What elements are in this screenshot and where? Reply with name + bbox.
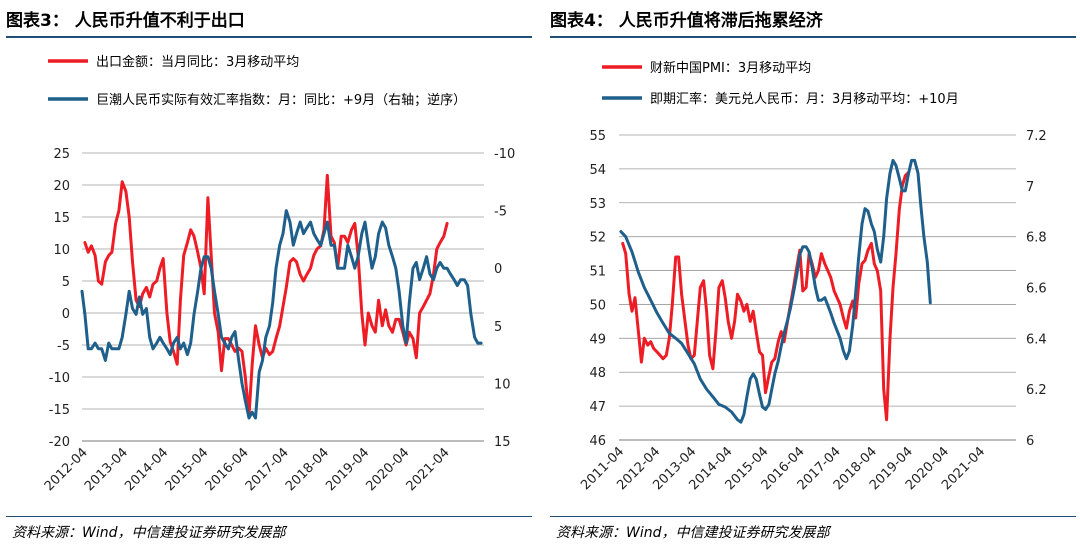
- figure-3-chart: 2520151050-5-10-15-20-10-50510152012-042…: [42, 54, 515, 494]
- legend-label: 巨潮人民币实际有效汇率指数：月：同比：+9月（右轴；逆序）: [96, 92, 466, 108]
- figure-3-bottom-rule: [6, 516, 532, 517]
- y-left-tick-label: 54: [589, 163, 606, 178]
- y-right-tick-label: 7: [1026, 180, 1034, 195]
- y-right-tick-label: 6.6: [1026, 282, 1047, 297]
- y-left-tick-label: 46: [589, 434, 606, 449]
- y-left-tick-label: -5: [57, 339, 70, 354]
- y-left-tick-label: 0: [62, 307, 70, 322]
- y-right-tick-label: 0: [494, 262, 502, 277]
- x-tick-label: 2013-04: [82, 445, 131, 494]
- y-right-tick-label: 5: [494, 320, 502, 335]
- x-tick-label: 2020-04: [363, 445, 412, 494]
- figure-3-source: 资料来源：Wind，中信建投证券研究发展部: [12, 525, 286, 541]
- legend-label: 出口金额：当月同比：3月移动平均: [96, 54, 299, 70]
- y-left-tick-label: 10: [53, 243, 70, 258]
- y-left-tick-label: -10: [49, 371, 70, 386]
- x-tick-label: 2017-04: [243, 445, 292, 494]
- y-right-tick-label: 6.2: [1026, 383, 1047, 398]
- y-left-tick-label: 25: [53, 147, 70, 162]
- y-left-tick-label: 15: [53, 211, 70, 226]
- y-left-tick-label: 53: [589, 197, 606, 212]
- y-left-tick-label: 48: [589, 366, 606, 381]
- x-tick-label: 2014-04: [122, 445, 171, 494]
- y-left-tick-label: 47: [589, 400, 606, 415]
- y-right-tick-label: 6: [1026, 434, 1034, 449]
- figure-3-title: 图表3： 人民币升值不利于出口: [6, 11, 245, 31]
- y-left-tick-label: 20: [53, 179, 70, 194]
- x-tick-label: 2015-04: [162, 445, 211, 494]
- y-left-tick-label: 5: [62, 275, 70, 290]
- x-tick-label: 2012-04: [42, 445, 91, 494]
- series-red-line: [83, 173, 449, 417]
- series-blue-line: [619, 158, 932, 424]
- series-blue-line: [80, 209, 483, 420]
- y-right-tick-label: 10: [494, 377, 511, 392]
- x-tick-label: 2019-04: [323, 445, 372, 494]
- y-left-tick-label: 51: [589, 265, 606, 280]
- y-left-tick-label: 55: [589, 129, 606, 144]
- figure-3-panel: 图表3： 人民币升值不利于出口 25 20 15 10 5 0 -5 -10 -15 -20 -10…: [0, 0, 536, 548]
- x-tick-label: 2018-04: [283, 445, 332, 494]
- figure-4-bottom-rule: [550, 516, 1076, 517]
- y-right-tick-label: 15: [494, 435, 511, 450]
- y-left-tick-label: -15: [49, 403, 70, 418]
- figure-4-panel: 图表4： 人民币升值将滞后拖累经济 55 54 53 52 51 50 49 48 47 46 7.…: [544, 0, 1080, 548]
- y-right-tick-label: 6.8: [1026, 231, 1047, 246]
- y-left-tick-label: 50: [589, 298, 606, 313]
- y-right-tick-label: 7.2: [1026, 129, 1047, 144]
- legend-label: 即期汇率：美元兑人民币：月：3月移动平均：+10月: [650, 91, 959, 107]
- x-tick-label: 2021-04: [404, 445, 453, 494]
- y-left-tick-label: 49: [589, 332, 606, 347]
- figure-4-source: 资料来源：Wind，中信建投证券研究发展部: [556, 525, 830, 541]
- legend-label: 财新中国PMI：3月移动平均: [650, 60, 811, 76]
- figure-4-title-rule: [550, 36, 1076, 38]
- y-right-tick-label: 6.4: [1026, 332, 1047, 347]
- figure-4-title: 图表4： 人民币升值将滞后拖累经济: [550, 11, 823, 31]
- y-left-tick-label: 52: [589, 231, 606, 246]
- x-tick-label: 2016-04: [203, 445, 252, 494]
- y-right-tick-label: -5: [494, 205, 507, 220]
- figure-3-title-rule: [6, 36, 532, 38]
- y-left-tick-label: -20: [49, 435, 70, 450]
- y-right-tick-label: -10: [494, 147, 515, 162]
- figure-4-chart: 555453525150494847467.276.86.66.46.26201…: [578, 60, 1047, 493]
- series-red-line: [621, 170, 911, 422]
